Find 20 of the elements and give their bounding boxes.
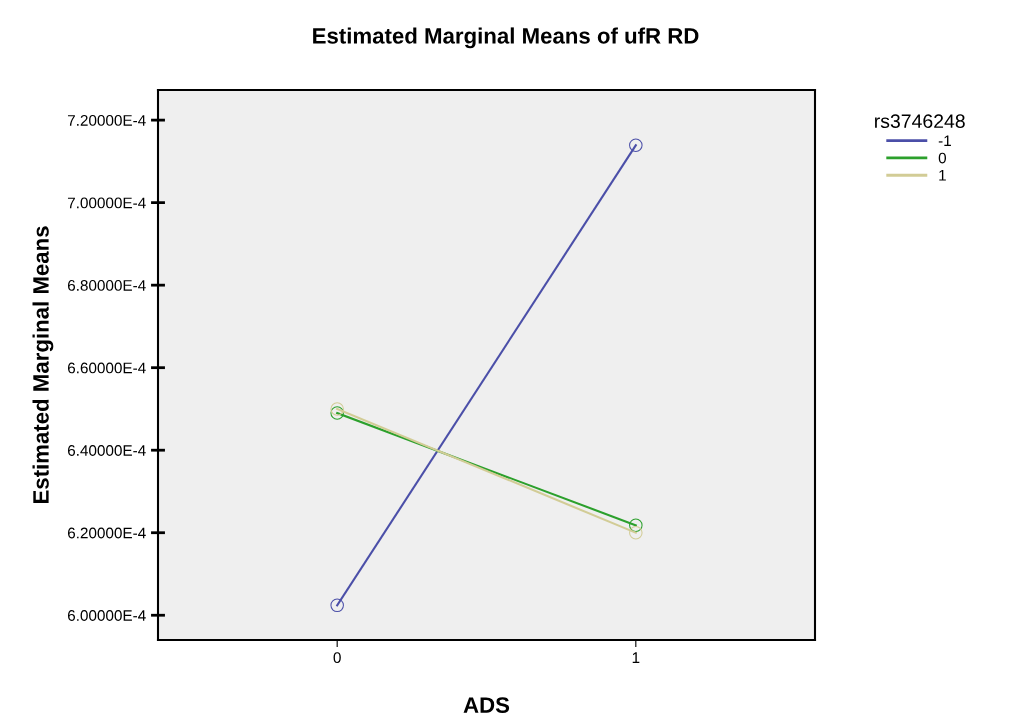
y-tick-label: 6.20000E-4	[67, 527, 146, 539]
y-tick-label: 6.60000E-4	[67, 362, 146, 374]
legend-label: 1	[939, 170, 946, 181]
y-tick-label: 7.00000E-4	[67, 197, 146, 209]
legend-title: rs3746248	[875, 114, 965, 129]
point	[330, 402, 344, 416]
point	[629, 525, 643, 540]
y-axis-title: Estimated Marginal Means	[32, 226, 54, 504]
y-tick-label: 6.00000E-4	[67, 610, 146, 621]
legend-label: -1	[938, 135, 951, 146]
point	[330, 406, 344, 420]
point	[629, 518, 643, 533]
y-tick-label: 7.20000E-4	[67, 114, 146, 126]
chart-title: Estimated Marginal Means of ufR RD	[313, 27, 699, 49]
x-axis-title: ADS	[463, 697, 510, 713]
point	[629, 138, 643, 153]
point	[330, 598, 344, 613]
legend-label: 0	[938, 152, 947, 164]
y-tick-label: 6.40000E-4	[67, 445, 146, 456]
y-tick-label: 6.80000E-4	[67, 280, 146, 291]
